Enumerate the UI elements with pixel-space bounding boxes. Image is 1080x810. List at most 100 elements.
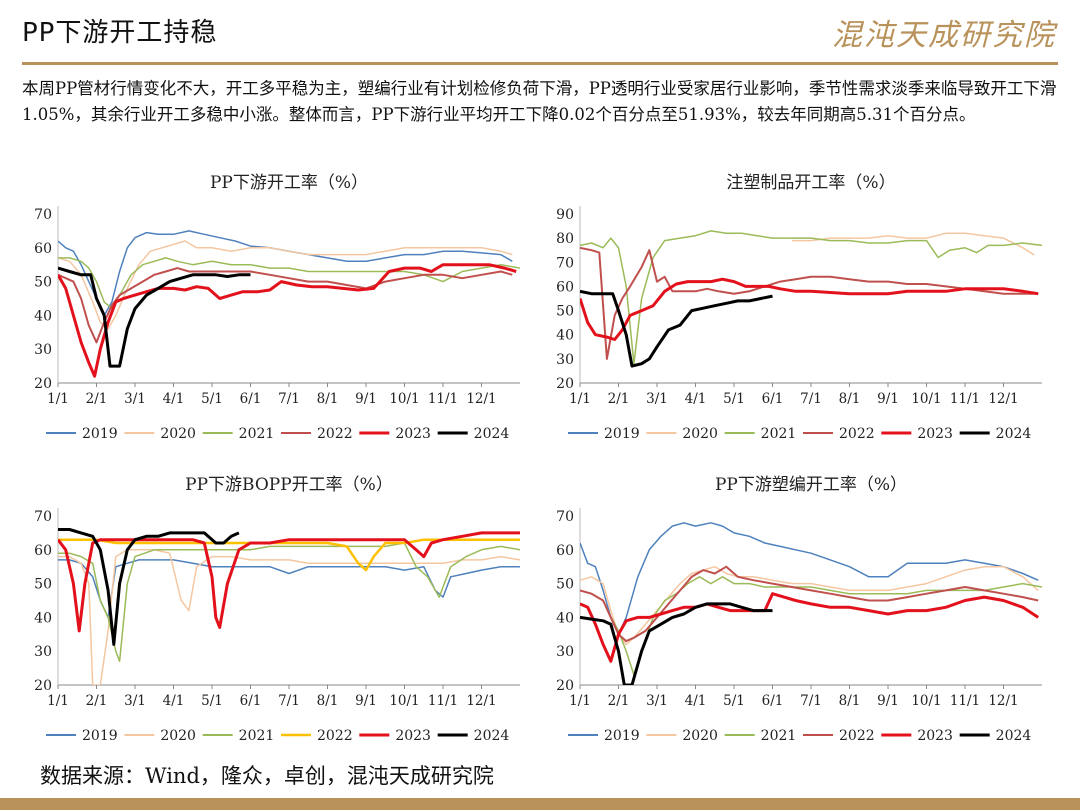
series-line-2020 [58, 240, 513, 330]
series-line-2021 [58, 542, 520, 663]
legend-label: 2019 [82, 426, 118, 442]
x-tick-label: 2/1 [608, 693, 630, 709]
series-line-2020 [58, 549, 520, 685]
series-line-2022 [58, 267, 513, 344]
chart-title: 注塑制品开工率（%） [726, 173, 895, 193]
y-tick-label: 20 [556, 376, 574, 392]
series-line-2023 [58, 263, 517, 378]
x-tick-label: 1/1 [569, 391, 591, 407]
y-tick-label: 70 [556, 509, 574, 525]
x-tick-label: 10/1 [911, 391, 941, 407]
x-tick-label: 9/1 [355, 391, 377, 407]
x-tick-label: 4/1 [685, 693, 707, 709]
x-tick-label: 12/1 [988, 391, 1018, 407]
y-tick-label: 30 [556, 352, 574, 368]
x-tick-label: 4/1 [163, 391, 185, 407]
y-tick-label: 40 [556, 328, 574, 344]
y-tick-label: 20 [34, 678, 52, 694]
x-tick-label: 9/1 [877, 391, 899, 407]
series-line-2024 [580, 602, 773, 685]
x-tick-label: 11/1 [428, 693, 458, 709]
x-tick-label: 10/1 [389, 391, 419, 407]
x-tick-label: 11/1 [950, 693, 980, 709]
x-tick-label: 2/1 [86, 693, 108, 709]
series-line-2023 [580, 277, 1039, 341]
legend-label: 2019 [82, 728, 118, 744]
x-tick-label: 12/1 [466, 391, 496, 407]
x-tick-label: 3/1 [646, 391, 668, 407]
legend-label: 2023 [917, 426, 953, 442]
x-tick-label: 8/1 [317, 693, 339, 709]
series-line-2022 [580, 565, 1039, 643]
y-tick-label: 60 [34, 241, 52, 257]
series-line-2022 [580, 246, 1039, 360]
legend-label: 2022 [839, 426, 875, 442]
series-line-2021 [580, 576, 1042, 676]
y-tick-label: 70 [34, 207, 52, 223]
chart-pp-downstream-rate: PP下游开工率（%） 20 30 40 50 60 70 1/1 2/1 3/1 4/1 5/1 6/1… [20, 168, 530, 453]
y-tick-label: 40 [34, 308, 52, 324]
legend-label: 2024 [996, 426, 1032, 442]
brand-logo: 混沌天成研究院 [832, 18, 1056, 53]
x-tick-label: 6/1 [240, 391, 262, 407]
header: PP下游开工持稳 混沌天成研究院 [0, 0, 1080, 62]
x-tick-label: 7/1 [800, 693, 822, 709]
summary-text: 本周PP管材行情变化不大，开工多平稳为主，塑编行业有计划检修负荷下滑，PP透明行… [22, 79, 1057, 124]
x-tick-label: 8/1 [839, 391, 861, 407]
legend-label: 2021 [239, 426, 275, 442]
y-tick-label: 50 [556, 577, 574, 593]
chart-title: PP下游BOPP开工率（%） [185, 475, 393, 495]
legend-label: 2023 [395, 728, 431, 744]
legend-label: 2019 [604, 426, 640, 442]
x-tick-label: 5/1 [201, 693, 223, 709]
x-tick-label: 3/1 [124, 693, 146, 709]
x-tick-label: 4/1 [685, 391, 707, 407]
legend-label: 2020 [160, 728, 196, 744]
x-tick-label: 10/1 [389, 693, 419, 709]
x-tick-label: 10/1 [911, 693, 941, 709]
legend-label: 2024 [474, 728, 510, 744]
y-tick-label: 80 [556, 231, 574, 247]
x-tick-label: 2/1 [608, 391, 630, 407]
x-tick-label: 1/1 [47, 391, 69, 407]
y-tick-label: 20 [34, 376, 52, 392]
x-tick-label: 11/1 [950, 391, 980, 407]
x-tick-label: 8/1 [317, 391, 339, 407]
x-tick-label: 8/1 [839, 693, 861, 709]
x-tick-label: 1/1 [47, 693, 69, 709]
x-tick-label: 2/1 [86, 391, 108, 407]
x-tick-label: 9/1 [355, 693, 377, 709]
header-divider [22, 62, 1058, 65]
x-tick-label: 5/1 [723, 693, 745, 709]
chart-woven-plastic-rate: PP下游塑编开工率（%） 20 30 40 50 60 70 1/1 2/1 3/1 4/1 5/1 6… [542, 470, 1052, 755]
legend-label: 2020 [682, 426, 718, 442]
series-line-2024 [58, 266, 251, 368]
x-tick-label: 11/1 [428, 391, 458, 407]
series-line-2024 [58, 528, 240, 646]
legend-label: 2021 [761, 728, 797, 744]
x-tick-label: 6/1 [240, 693, 262, 709]
x-tick-label: 5/1 [201, 391, 223, 407]
x-tick-label: 3/1 [124, 391, 146, 407]
series-line-2019 [58, 230, 513, 317]
series-line-2020 [791, 232, 1035, 256]
legend-label: 2020 [682, 728, 718, 744]
chart-injection-molding-rate: 注塑制品开工率（%） 20 30 40 50 60 70 80 90 1/1 2/1 3/1 4/1 5/… [542, 168, 1052, 453]
legend-label: 2024 [996, 728, 1032, 744]
legend-label: 2022 [317, 426, 353, 442]
footer-bar [0, 798, 1080, 810]
y-tick-label: 70 [556, 255, 574, 271]
y-tick-label: 90 [556, 207, 574, 223]
y-tick-label: 40 [556, 610, 574, 626]
x-tick-label: 7/1 [278, 693, 300, 709]
series-line-2022 [58, 538, 520, 572]
page-title: PP下游开工持稳 [22, 18, 218, 48]
y-tick-label: 50 [34, 577, 52, 593]
y-tick-label: 20 [556, 678, 574, 694]
legend-label: 2022 [317, 728, 353, 744]
y-tick-label: 50 [556, 304, 574, 320]
legend-label: 2024 [474, 426, 510, 442]
y-tick-label: 50 [34, 275, 52, 291]
legend-label: 2020 [160, 426, 196, 442]
legend-label: 2022 [839, 728, 875, 744]
